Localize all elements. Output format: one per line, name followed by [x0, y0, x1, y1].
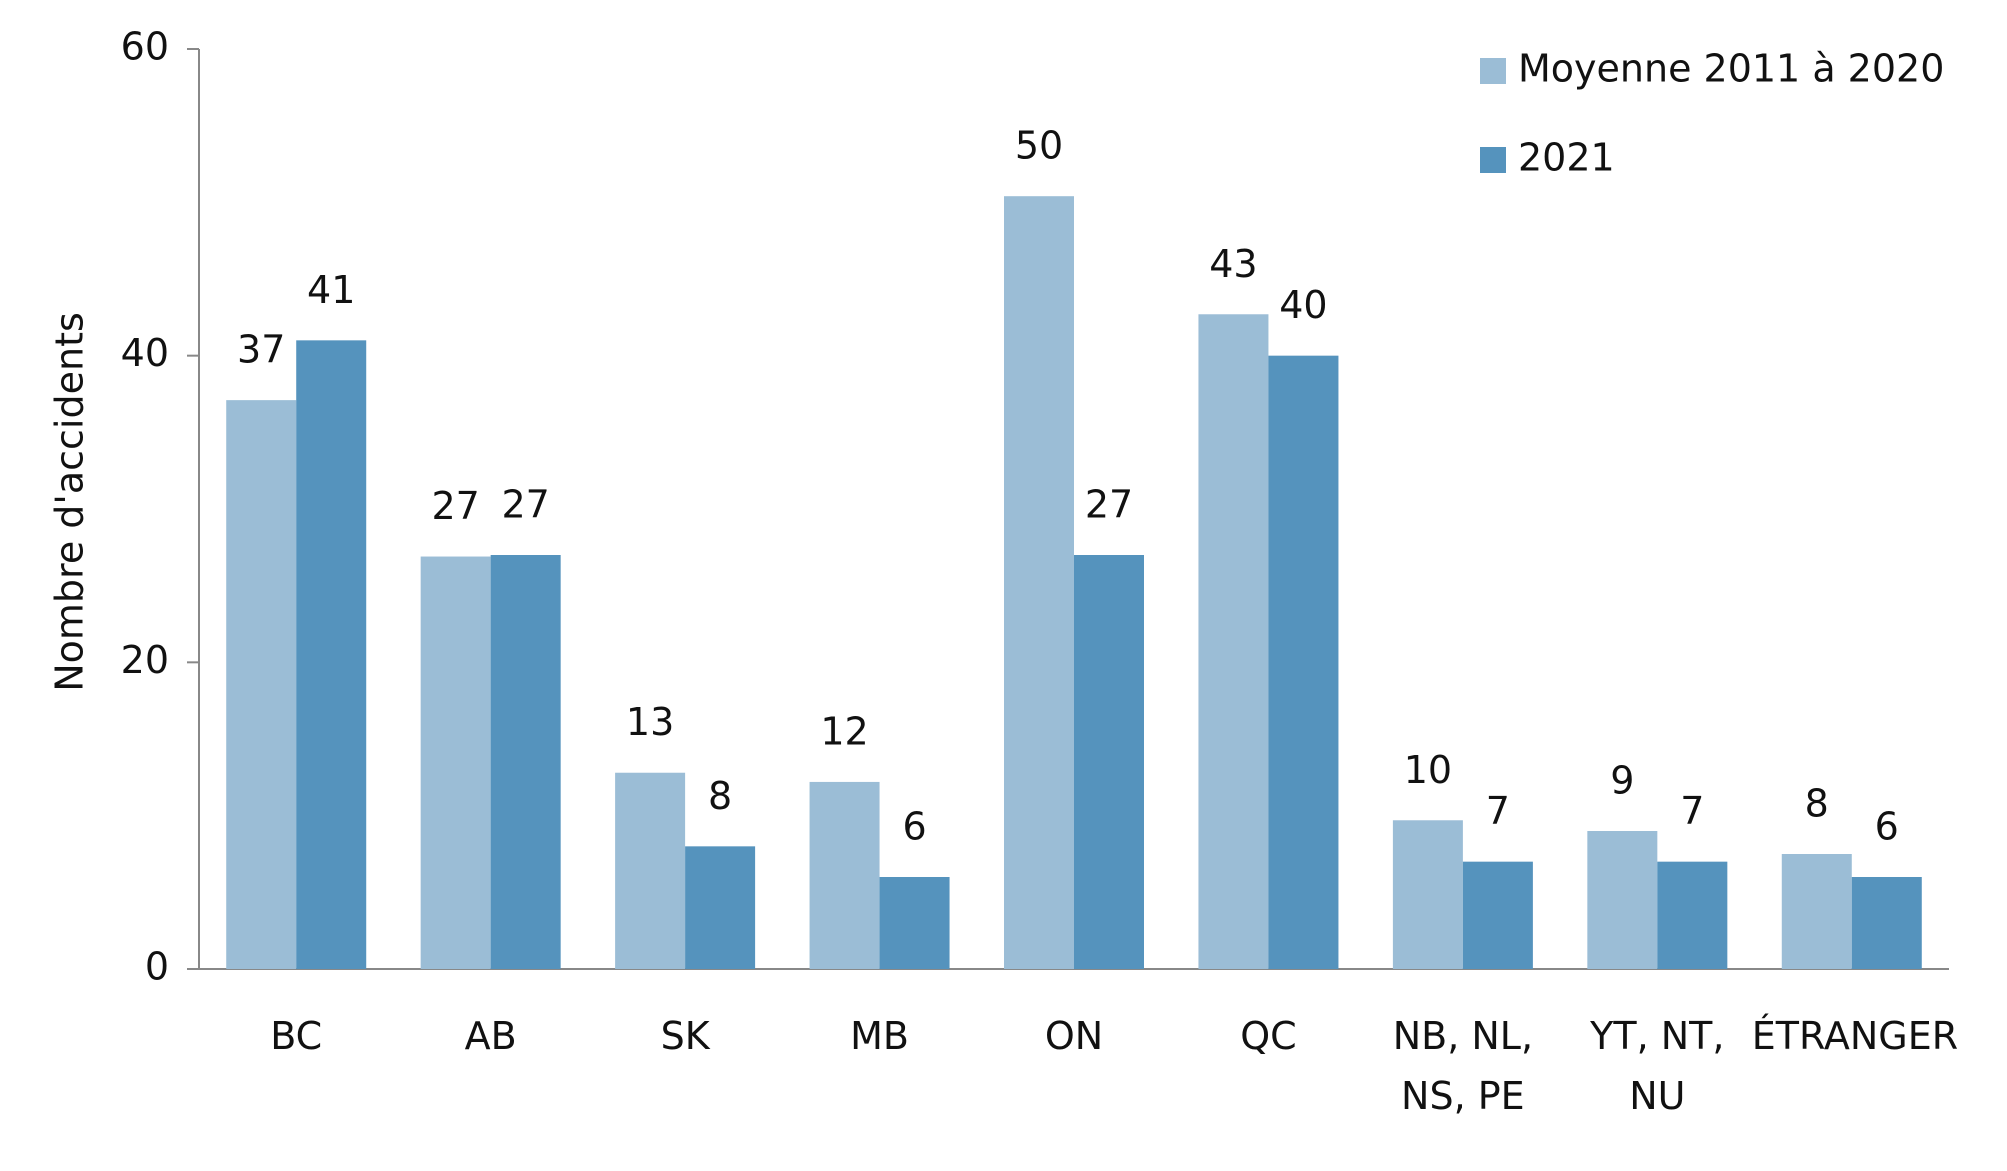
value-label: 9: [1610, 759, 1634, 803]
bar: [420, 556, 491, 969]
legend-swatch: [1480, 58, 1506, 84]
value-label: 40: [1279, 283, 1327, 327]
value-label: 13: [626, 700, 674, 744]
x-tick-label: MB: [850, 1014, 909, 1058]
bar: [879, 877, 950, 969]
value-label: 7: [1680, 789, 1704, 833]
bar: [226, 400, 297, 970]
value-label: 7: [1486, 789, 1510, 833]
x-tick-label: ÉTRANGER: [1751, 1014, 1959, 1058]
legend-label: Moyenne 2011 à 2020: [1518, 47, 1944, 91]
bar: [1657, 861, 1728, 969]
bar: [1074, 555, 1144, 969]
value-label: 41: [307, 268, 355, 312]
y-tick-label: 0: [145, 945, 169, 989]
value-label: 6: [902, 805, 926, 849]
x-tick-label: SK: [660, 1014, 710, 1058]
value-label: 43: [1209, 242, 1257, 286]
x-tick-label: YT, NT, NU: [1590, 1014, 1725, 1118]
value-label: 27: [1085, 483, 1133, 527]
bar: [1198, 314, 1269, 969]
bar: [1392, 820, 1463, 969]
legend-label: 2021: [1518, 136, 1615, 180]
value-label: 27: [501, 483, 549, 527]
y-tick-label: 40: [121, 331, 169, 375]
x-tick-label: QC: [1240, 1014, 1297, 1058]
bar: [1851, 877, 1922, 969]
x-tick-label: BC: [270, 1014, 323, 1058]
bar: [809, 781, 880, 969]
value-label: 27: [431, 484, 479, 528]
value-label: 37: [237, 328, 285, 372]
y-tick-label: 20: [121, 638, 169, 682]
x-tick-label: ON: [1044, 1014, 1104, 1058]
value-label: 8: [708, 774, 732, 818]
value-label: 8: [1805, 782, 1829, 826]
value-label: 50: [1015, 124, 1063, 168]
bar: [685, 846, 756, 969]
legend-swatch: [1480, 147, 1506, 173]
y-axis-title: Nombre d'accidents: [48, 312, 92, 692]
bar: [490, 555, 561, 969]
bar: [1268, 355, 1339, 970]
x-tick-label: AB: [464, 1014, 517, 1058]
value-label: 10: [1404, 748, 1452, 792]
bar: [1462, 861, 1533, 969]
bar: [615, 772, 686, 969]
value-label: 6: [1875, 805, 1899, 849]
y-tick-label: 60: [121, 25, 169, 69]
value-label: 12: [820, 709, 868, 753]
bar: [1004, 196, 1074, 969]
bar: [1781, 854, 1852, 969]
x-tick-label: NB, NL, NS, PE: [1392, 1014, 1534, 1118]
bar: [1587, 831, 1658, 969]
bar: [296, 340, 367, 969]
